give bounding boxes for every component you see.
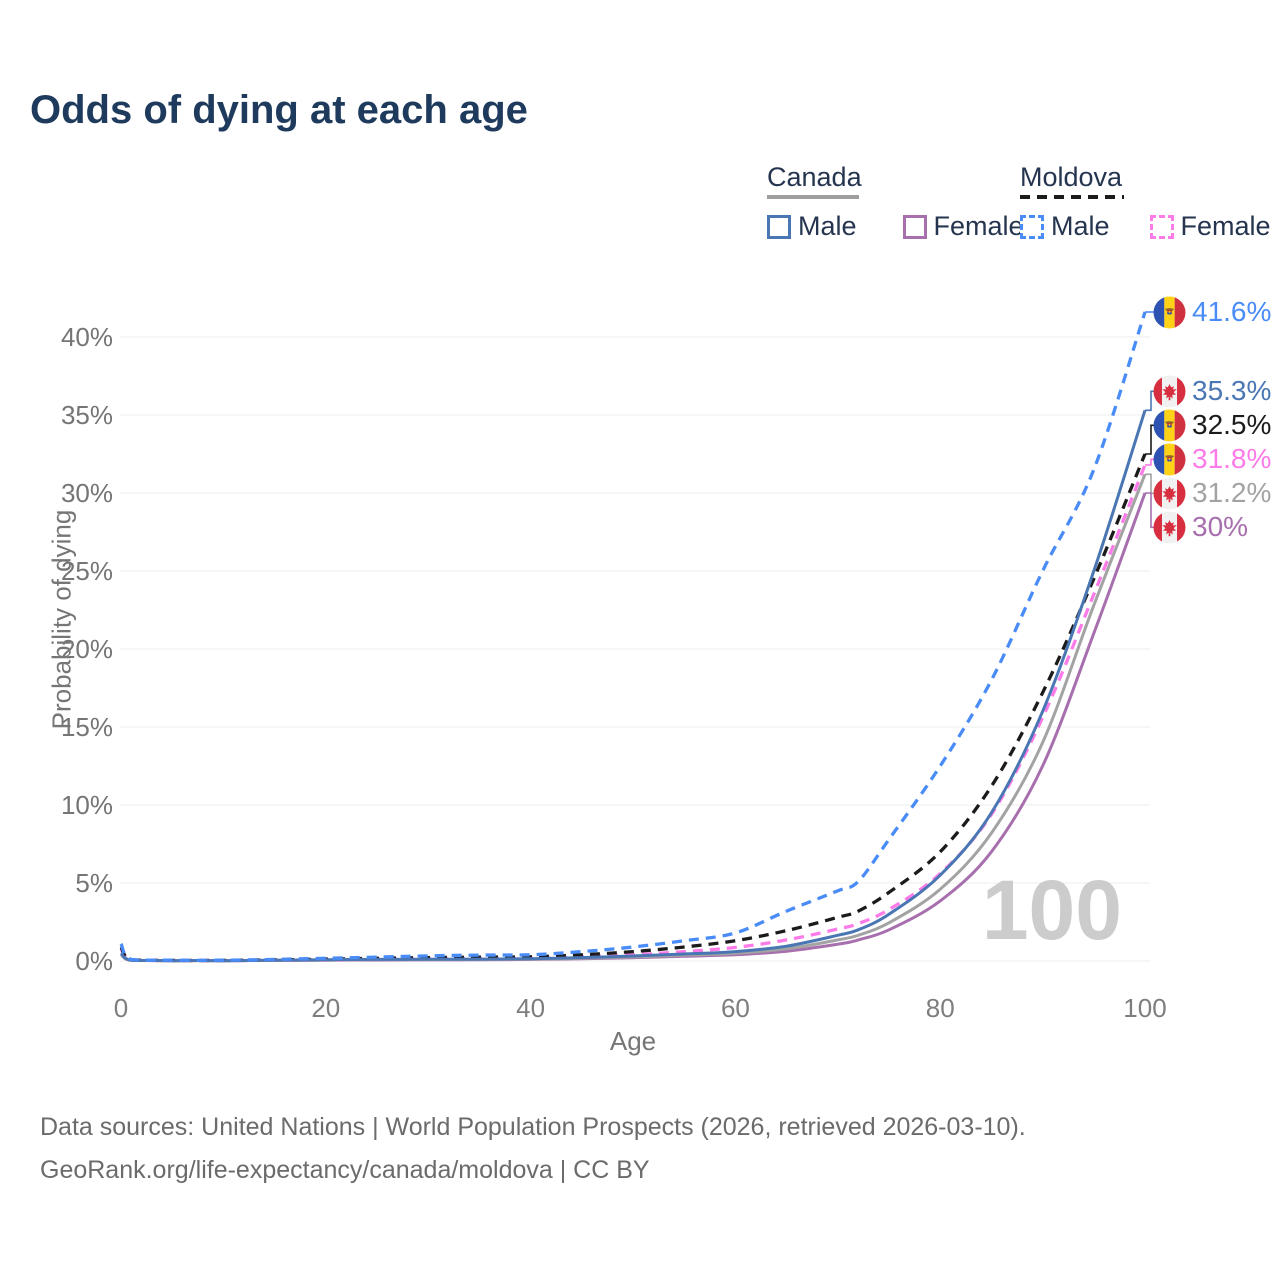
legend-group-title-moldova: Moldova (1020, 162, 1123, 192)
moldova-line-swatch (1020, 195, 1124, 200)
y-tick-label: 30% (61, 478, 113, 508)
x-tick-label: 60 (721, 993, 750, 1023)
x-tick-label: 100 (1123, 993, 1166, 1023)
canada-line-swatch (767, 195, 859, 200)
footer-line-1: Data sources: United Nations | World Pop… (40, 1113, 1026, 1141)
end-label-connector (1145, 473, 1156, 495)
y-tick-label: 20% (61, 634, 113, 664)
y-axis-title: Probability of dying (46, 509, 77, 730)
legend-item-label: Female (1180, 211, 1271, 242)
x-axis-title: Age (609, 1026, 657, 1056)
legend-group-canada: Canada Male Female (767, 163, 1024, 242)
legend-item-label: Male (798, 211, 857, 242)
end-label-row-moldova-both: 32.5% (1153, 409, 1271, 442)
x-tick-label: 0 (114, 993, 128, 1023)
page-title: Odds of dying at each age (30, 88, 528, 132)
legend-group-moldova: Moldova Male Female (1020, 163, 1271, 242)
end-label-connector (1145, 390, 1156, 412)
series-line-moldova-male[interactable] (119, 311, 1147, 962)
moldova-flag-icon (1153, 296, 1186, 329)
end-label-connector (1145, 424, 1156, 455)
moldova-flag-icon (1153, 443, 1186, 476)
legend-item-moldova-male[interactable]: Male (1020, 211, 1110, 242)
canada-flag-icon (1153, 511, 1186, 544)
end-label-row-moldova-female: 31.8% (1153, 443, 1271, 476)
end-label-value: 31.2% (1192, 477, 1272, 509)
y-tick-label: 0% (75, 946, 113, 976)
end-label-value: 41.6% (1192, 296, 1272, 327)
y-tick-label: 15% (61, 712, 113, 742)
x-tick-label: 40 (516, 993, 545, 1023)
moldova-flag-icon (1153, 409, 1186, 442)
x-tick-label: 80 (926, 993, 955, 1023)
legend-item-canada-female[interactable]: Female (902, 211, 1024, 242)
end-label-value: 30% (1192, 511, 1249, 543)
end-label-connector (1145, 458, 1156, 466)
legend-item-label: Male (1051, 211, 1110, 242)
end-label-row-moldova-male: 41.6% (1153, 296, 1271, 329)
y-tick-label: 40% (61, 322, 113, 352)
y-tick-label: 25% (61, 556, 113, 586)
y-tick-label: 35% (61, 400, 113, 430)
legend-item-canada-male[interactable]: Male (767, 211, 857, 242)
chart-svg: 0% 5% 10% 15% 20% 25% 30% 35% 40% 0 20 40 60 80 100 (61, 311, 1167, 1023)
end-label-row-canada-both: 31.2% (1153, 477, 1271, 510)
moldova-female-swatch-icon (1149, 214, 1174, 239)
x-tick-label: 20 (311, 993, 340, 1023)
end-label-row-canada-male: 35.3% (1153, 375, 1271, 408)
end-label-row-canada-female: 30% (1153, 511, 1248, 544)
canada-flag-icon (1153, 375, 1186, 408)
end-label-value: 31.8% (1192, 443, 1272, 475)
moldova-male-swatch-icon (1020, 214, 1044, 239)
footer: Data sources: United Nations | World Pop… (40, 1106, 1026, 1192)
footer-line-2: GeoRank.org/life-expectancy/canada/moldo… (40, 1156, 650, 1184)
legend-group-title-canada: Canada (767, 162, 862, 192)
legend-item-label: Female (933, 211, 1024, 242)
end-label-connector (1145, 492, 1156, 529)
y-tick-label: 10% (61, 790, 113, 820)
y-tick-label: 5% (75, 868, 113, 898)
canada-male-swatch-icon (767, 214, 791, 239)
age-cursor-watermark: 100 (981, 863, 1122, 957)
canada-flag-icon (1153, 477, 1186, 510)
end-label-value: 35.3% (1192, 375, 1272, 407)
end-label-value: 32.5% (1192, 409, 1272, 441)
legend-item-moldova-female[interactable]: Female (1149, 211, 1271, 242)
canada-female-swatch-icon (902, 214, 927, 239)
